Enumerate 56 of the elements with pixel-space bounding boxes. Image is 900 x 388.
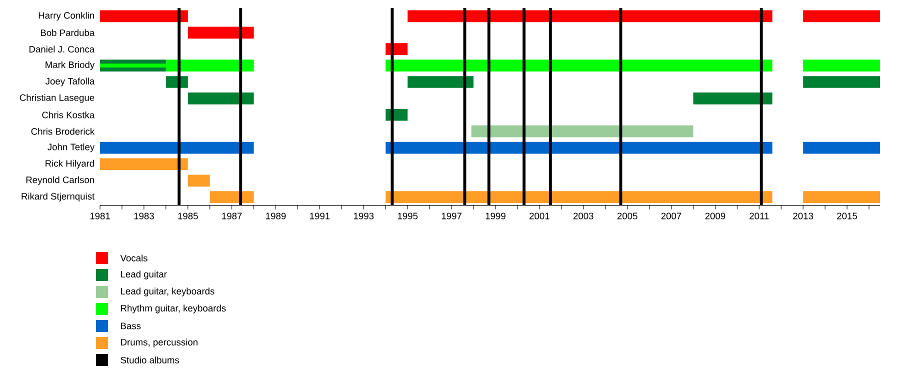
x-tick-label: 2013 (793, 212, 814, 220)
y-tick-label: Mark Briody (46, 61, 95, 70)
y-tick-label: Chris Kostka (42, 111, 95, 118)
y-tick-label: Reynold Carlson (26, 176, 94, 186)
bar (803, 10, 880, 22)
x-tick-label: 1989 (266, 212, 286, 220)
y-tick-label: Bob Parduba (40, 29, 95, 36)
legend-label: Drums, percussion (121, 338, 198, 348)
bar (803, 142, 880, 154)
x-tick-label: 1997 (442, 212, 462, 220)
bar (803, 60, 880, 72)
y-tick-label: Harry Conklin (38, 12, 94, 21)
y-tick-label: Christian Lasegue (20, 94, 94, 103)
bar (408, 10, 772, 22)
x-tick-label: 1981 (90, 212, 110, 220)
x-tick-label: 1983 (134, 212, 154, 220)
bar (386, 191, 772, 204)
bar (100, 158, 188, 170)
bar (100, 10, 188, 22)
x-tick-label: 2005 (617, 212, 638, 220)
y-tick-label: John Tetley (48, 143, 95, 152)
bar (100, 142, 254, 154)
legend-label: Lead guitar, keyboards (121, 288, 214, 296)
legend-label: Rhythm guitar, keyboards (121, 304, 226, 314)
bar (188, 92, 254, 104)
bar (188, 26, 254, 39)
legend-label: Studio albums (120, 356, 180, 364)
legend-label: Vocals (120, 254, 148, 262)
x-tick-label: 2015 (837, 212, 858, 220)
x-tick-label: 2003 (573, 212, 594, 220)
legend-label: Bass (121, 322, 141, 330)
x-tick-label: 2007 (661, 212, 682, 220)
x-tick-label: 1993 (354, 212, 374, 220)
y-tick-label: Rick Hilyard (46, 160, 94, 169)
bar (386, 60, 772, 72)
y-tick-label: Rikard Stjernquist (22, 192, 95, 202)
bar (471, 125, 694, 138)
x-tick-label: 2001 (530, 212, 550, 220)
bar (803, 76, 880, 88)
x-tick-label: 2011 (750, 212, 769, 220)
y-tick-label: Joey Tafolla (45, 78, 95, 86)
x-tick-label: 1991 (310, 212, 330, 220)
bar (386, 142, 772, 154)
bar (188, 174, 210, 187)
bar (408, 76, 474, 88)
x-tick-label: 1985 (178, 212, 198, 220)
y-tick-label: Daniel J. Conca (30, 46, 95, 53)
bar (803, 191, 880, 204)
x-tick-label: 1987 (222, 212, 242, 220)
x-tick-label: 1999 (486, 212, 506, 220)
y-tick-label: Chris Broderick (31, 128, 95, 135)
x-tick-label: 1995 (398, 212, 418, 220)
x-tick-label: 2009 (705, 212, 726, 220)
legend-label: Lead guitar (121, 270, 167, 280)
bar (693, 92, 772, 104)
bar (210, 191, 254, 204)
